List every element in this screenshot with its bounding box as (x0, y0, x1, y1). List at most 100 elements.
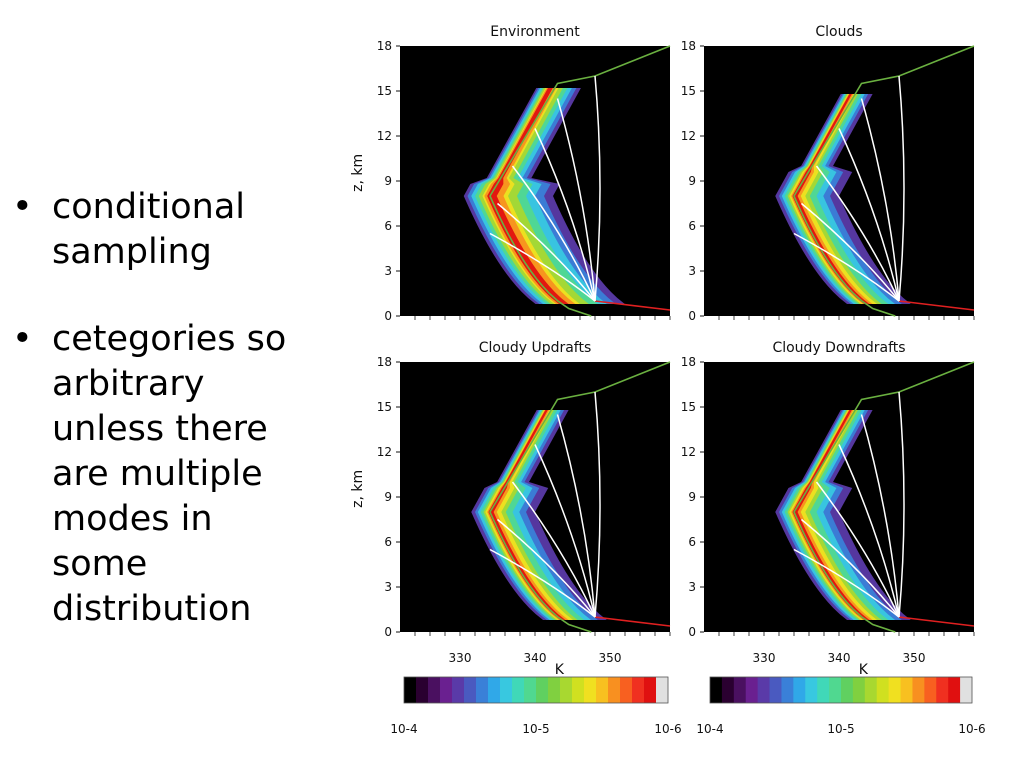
y-tick-label: 12 (377, 129, 392, 143)
y-tick-label: 9 (688, 490, 696, 504)
colorbar-swatch (476, 677, 489, 703)
mixing-line (815, 481, 900, 618)
colorbar-2: 10-4 10-5 10-6 (696, 676, 986, 736)
colorbar-swatch (656, 677, 669, 703)
colorbar-swatch (548, 677, 561, 703)
distribution-band (477, 410, 592, 620)
x-tick-label: 330 (449, 651, 472, 665)
y-tick-label: 15 (681, 400, 696, 414)
bullet-item-1: • conditional sampling (10, 185, 300, 275)
y-tick-label: 0 (688, 625, 696, 639)
colorbar-swatch (500, 677, 513, 703)
mixing-line (489, 548, 596, 618)
y-tick-label: 18 (377, 355, 392, 369)
colorbar-swatch (948, 677, 961, 703)
colorbar-swatch (900, 677, 913, 703)
mixing-line (511, 165, 596, 302)
y-tick-label: 3 (688, 264, 696, 278)
mixing-line (489, 232, 596, 302)
x-tick-label: 340 (524, 651, 547, 665)
y-tick-label: 3 (384, 264, 392, 278)
bullet-text: cetegories so arbitrary unless there are… (52, 319, 287, 629)
y-tick-label: 18 (681, 355, 696, 369)
colorbar-swatch (888, 677, 902, 703)
colorbar-label: 10-5 (827, 722, 854, 736)
green-profile-line (489, 45, 671, 317)
colorbar-label: 10-4 (696, 722, 723, 736)
panel-title: Cloudy Downdrafts (772, 340, 905, 356)
colorbar-swatch (416, 677, 429, 703)
distribution-band (475, 410, 598, 620)
colorbar-swatch (912, 677, 925, 703)
panel-title: Environment (490, 24, 580, 40)
colorbar-swatch (721, 677, 735, 703)
colorbar-label: 10-6 (958, 722, 985, 736)
mixing-line (594, 75, 601, 302)
panel-4: Cloudy Downdrafts 0 3 6 9 12 15 18 330 340 350 K (681, 340, 975, 678)
y-axis-label: z, km (350, 154, 366, 192)
colorbar-swatch (488, 677, 501, 703)
mixing-line (556, 414, 596, 618)
y-tick-label: 6 (384, 535, 392, 549)
colorbar-swatch (512, 677, 525, 703)
colorbar-swatch (876, 677, 890, 703)
y-tick-label: 3 (384, 580, 392, 594)
colorbar-swatch (936, 677, 949, 703)
colorbar-swatch (864, 677, 878, 703)
green-profile-line (793, 361, 975, 633)
colorbar-swatch (428, 677, 441, 703)
green-profile-line (793, 45, 975, 317)
colorbar-swatch (793, 677, 806, 703)
mixing-line (497, 202, 596, 302)
y-tick-label: 0 (384, 625, 392, 639)
colorbar-frame (403, 676, 669, 704)
colorbar-swatch (464, 677, 477, 703)
mixing-line (815, 165, 900, 302)
colorbar-swatch (805, 677, 818, 703)
colorbar-swatch (817, 677, 830, 703)
y-tick-label: 12 (681, 129, 696, 143)
y-tick-label: 12 (377, 445, 392, 459)
colorbar-swatch (960, 677, 973, 703)
y-tick-label: 0 (384, 309, 392, 323)
distribution-band (781, 410, 896, 620)
colorbar-swatch (769, 677, 782, 703)
colorbar-swatch (781, 677, 794, 703)
y-axis-label: z, km (350, 470, 366, 508)
colorbar-swatch (852, 677, 866, 703)
y-tick-label: 15 (681, 84, 696, 98)
mixing-line (801, 202, 900, 302)
distribution-band (488, 410, 566, 620)
colorbar-label: 10-5 (522, 722, 549, 736)
panel-2: Clouds 0 3 6 9 12 15 18 (681, 24, 975, 323)
bullet-list: • conditional sampling • cetegories so a… (10, 185, 300, 674)
bullet-text: conditional sampling (52, 187, 245, 272)
colorbar-label: 10-4 (390, 722, 417, 736)
red-profile-line (594, 616, 671, 627)
x-axis-label: K (859, 662, 869, 678)
panel-title: Clouds (815, 24, 862, 40)
x-tick-label: 340 (828, 651, 851, 665)
distribution-band (779, 410, 902, 620)
colorbar-swatch (440, 677, 453, 703)
mixing-line (793, 232, 900, 302)
colorbar-swatch (924, 677, 937, 703)
y-tick-label: 15 (377, 400, 392, 414)
red-profile-line (898, 616, 975, 627)
mixing-line (511, 481, 596, 618)
red-profile-line (594, 300, 671, 311)
colorbar-swatch (596, 677, 609, 703)
bullet-item-2: • cetegories so arbitrary unless there a… (10, 317, 300, 632)
green-profile-line (489, 361, 671, 633)
distribution-band (781, 94, 896, 304)
colorbar-swatch (829, 677, 842, 703)
colorbar-swatch (560, 677, 573, 703)
mixing-line (556, 98, 596, 302)
colorbar-swatch (757, 677, 771, 703)
y-tick-label: 15 (377, 84, 392, 98)
bullet-dot: • (12, 187, 33, 227)
colorbar-swatch (404, 677, 417, 703)
y-tick-label: 9 (384, 174, 392, 188)
colorbar-swatch (608, 677, 621, 703)
